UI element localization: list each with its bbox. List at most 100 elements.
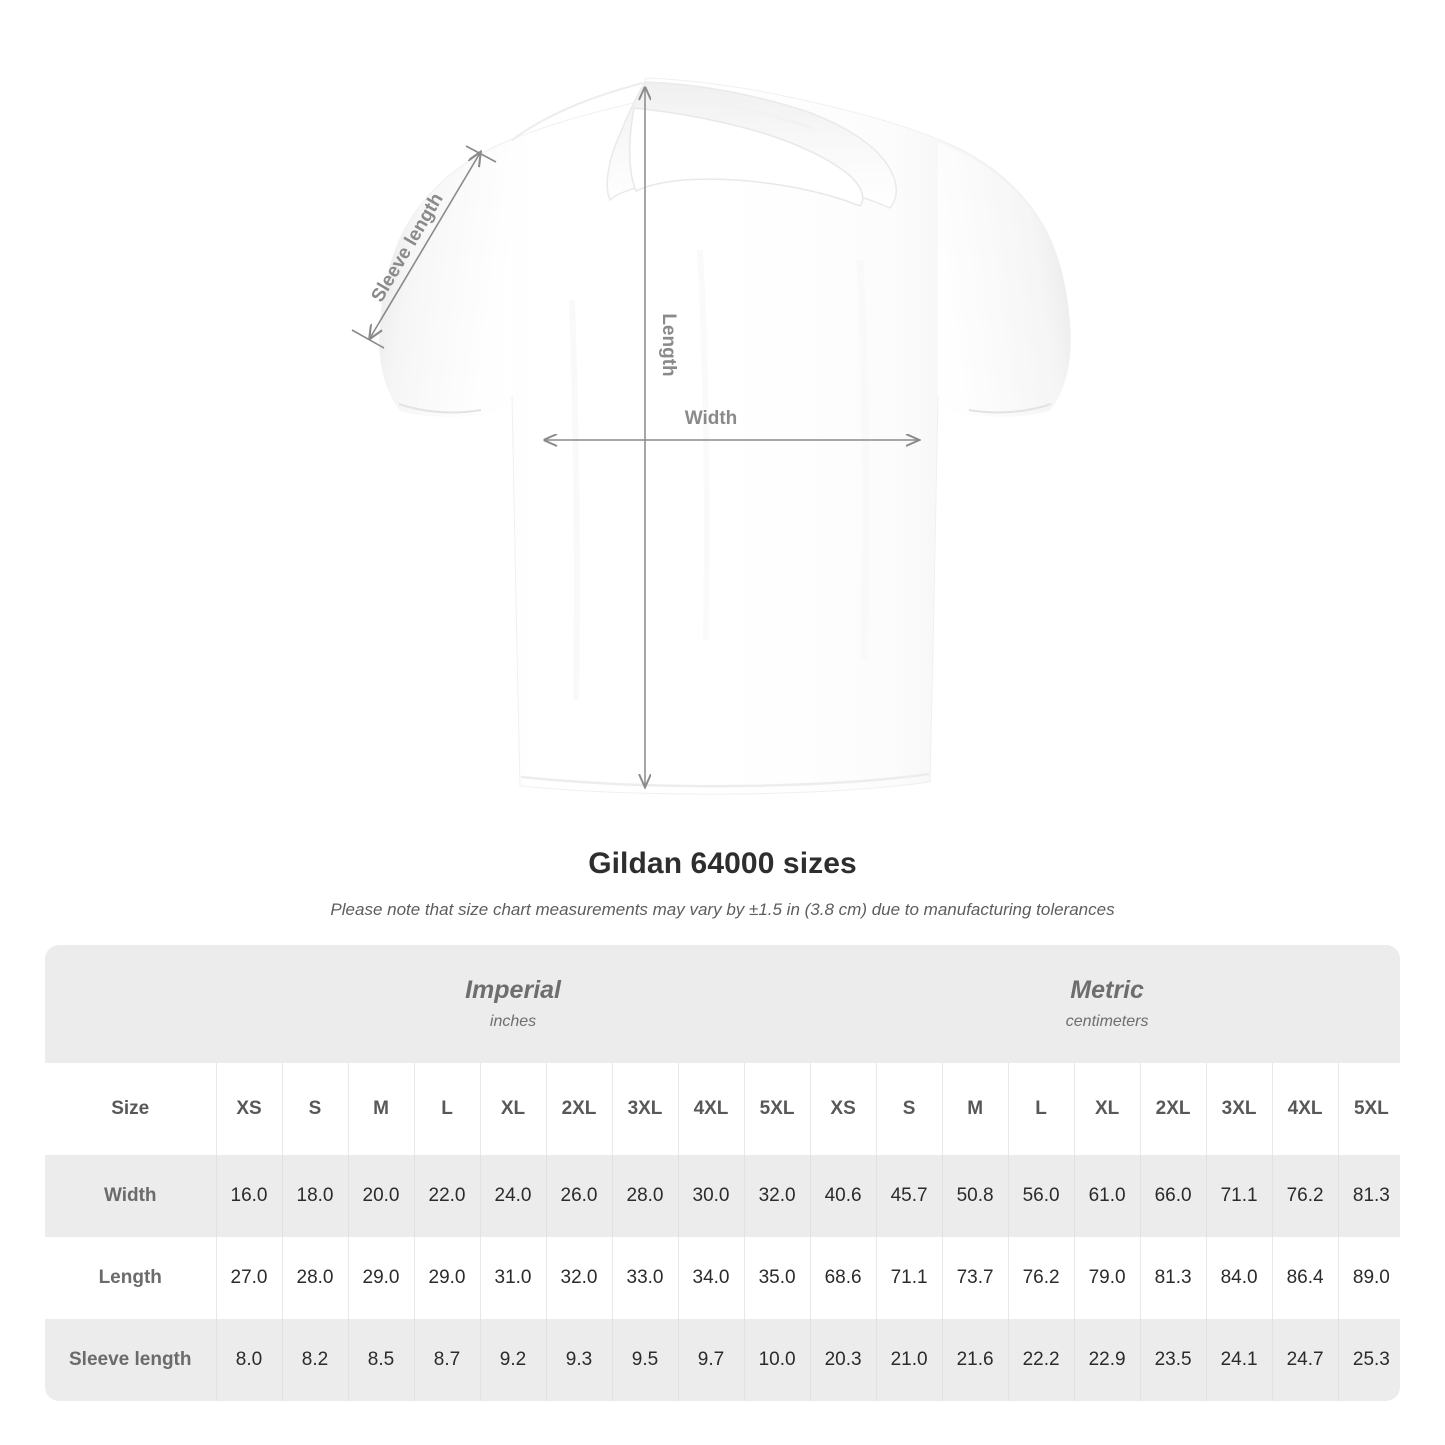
cell-metric-5xl: 25.3 bbox=[1337, 1319, 1400, 1401]
cell-imperial-4xl: 9.7 bbox=[677, 1319, 744, 1401]
cell-metric-xl: 22.9 bbox=[1073, 1319, 1141, 1401]
cell-metric-s: 21.0 bbox=[875, 1319, 943, 1401]
row-label-length: Length bbox=[45, 1237, 216, 1319]
cell-imperial-3xl: 33.0 bbox=[611, 1237, 678, 1319]
cell-metric-2xl: 81.3 bbox=[1139, 1237, 1207, 1319]
cell-metric-3xl: 71.1 bbox=[1205, 1155, 1273, 1237]
unit-cell-metric: Metric centimeters bbox=[810, 945, 1400, 1063]
cell-metric-5xl: 89.0 bbox=[1337, 1237, 1400, 1319]
cell-metric-xl: 61.0 bbox=[1073, 1155, 1141, 1237]
right-sleeve-hem bbox=[968, 403, 1052, 414]
header-size-imperial-3xl: 3XL bbox=[611, 1063, 678, 1155]
left-sleeve-hem bbox=[398, 403, 482, 414]
collar-rib bbox=[647, 92, 813, 130]
cell-metric-m: 73.7 bbox=[941, 1237, 1009, 1319]
cell-imperial-s: 18.0 bbox=[281, 1155, 348, 1237]
cell-imperial-5xl: 10.0 bbox=[743, 1319, 811, 1401]
cell-metric-3xl: 84.0 bbox=[1205, 1237, 1273, 1319]
table-row: Length 27.0 28.0 29.0 29.0 31.0 32.0 33.0 34.0 35… bbox=[45, 1237, 1400, 1319]
cell-imperial-m: 20.0 bbox=[347, 1155, 414, 1237]
size-chart-table: Imperial inches Metric centimeters Size … bbox=[45, 945, 1400, 1401]
cell-metric-m: 50.8 bbox=[941, 1155, 1009, 1237]
cell-metric-xl: 79.0 bbox=[1073, 1237, 1141, 1319]
cell-imperial-5xl: 35.0 bbox=[743, 1237, 811, 1319]
cell-imperial-l: 8.7 bbox=[413, 1319, 480, 1401]
cell-imperial-3xl: 9.5 bbox=[611, 1319, 678, 1401]
header-size-label: Size bbox=[45, 1063, 216, 1155]
unit-banner-spacer bbox=[45, 945, 216, 1063]
table-row: Sleeve length 8.0 8.2 8.5 8.7 9.2 9.3 9.5 9.7 10.… bbox=[45, 1319, 1400, 1401]
cell-metric-4xl: 76.2 bbox=[1271, 1155, 1339, 1237]
cell-imperial-2xl: 26.0 bbox=[545, 1155, 612, 1237]
page-title: Gildan 64000 sizes bbox=[588, 847, 857, 880]
width-label: Width bbox=[685, 408, 738, 429]
unit-name-imperial: Imperial bbox=[465, 976, 561, 1004]
cell-metric-l: 76.2 bbox=[1007, 1237, 1075, 1319]
cell-metric-xs: 68.6 bbox=[809, 1237, 877, 1319]
header-size-imperial-xl: XL bbox=[479, 1063, 546, 1155]
cell-metric-3xl: 24.1 bbox=[1205, 1319, 1273, 1401]
cell-metric-l: 22.2 bbox=[1007, 1319, 1075, 1401]
cell-metric-xs: 40.6 bbox=[809, 1155, 877, 1237]
header-size-metric-xl: XL bbox=[1073, 1063, 1141, 1155]
header-size-imperial-2xl: 2XL bbox=[545, 1063, 612, 1155]
measurements-table: Imperial inches Metric centimeters Size … bbox=[45, 945, 1400, 1401]
unit-banner-row: Imperial inches Metric centimeters bbox=[45, 945, 1400, 1063]
header-size-metric-4xl: 4XL bbox=[1271, 1063, 1339, 1155]
cell-imperial-xs: 27.0 bbox=[215, 1237, 282, 1319]
cell-metric-5xl: 81.3 bbox=[1337, 1155, 1400, 1237]
header-size-imperial-xs: XS bbox=[215, 1063, 282, 1155]
cell-imperial-xs: 8.0 bbox=[215, 1319, 282, 1401]
row-label-width: Width bbox=[45, 1155, 216, 1237]
width-annotation: Width bbox=[545, 408, 918, 440]
cell-imperial-4xl: 34.0 bbox=[677, 1237, 744, 1319]
cell-metric-4xl: 24.7 bbox=[1271, 1319, 1339, 1401]
cell-imperial-m: 8.5 bbox=[347, 1319, 414, 1401]
unit-cell-imperial: Imperial inches bbox=[216, 945, 811, 1063]
table-row: Width 16.0 18.0 20.0 22.0 24.0 26.0 28.0 30.0 32.… bbox=[45, 1155, 1400, 1237]
fold-2 bbox=[856, 259, 870, 661]
left-shoulder-seam bbox=[511, 82, 644, 141]
cell-metric-s: 71.1 bbox=[875, 1237, 943, 1319]
cell-metric-s: 45.7 bbox=[875, 1155, 943, 1237]
header-size-imperial-s: S bbox=[281, 1063, 348, 1155]
header-size-metric-xs: XS bbox=[809, 1063, 877, 1155]
header-size-imperial-m: M bbox=[347, 1063, 414, 1155]
tolerance-note: Please note that size chart measurements… bbox=[330, 900, 1115, 919]
header-size-metric-m: M bbox=[941, 1063, 1009, 1155]
header-size-metric-3xl: 3XL bbox=[1205, 1063, 1273, 1155]
body-hem bbox=[520, 772, 930, 788]
cell-imperial-s: 28.0 bbox=[281, 1237, 348, 1319]
cell-metric-2xl: 66.0 bbox=[1139, 1155, 1207, 1237]
cell-metric-xs: 20.3 bbox=[809, 1319, 877, 1401]
cell-imperial-xl: 31.0 bbox=[479, 1237, 546, 1319]
header-size-metric-l: L bbox=[1007, 1063, 1075, 1155]
right-sleeve bbox=[938, 143, 1071, 418]
unit-sub-imperial: inches bbox=[489, 1013, 537, 1030]
fold-1 bbox=[697, 249, 710, 641]
tshirt-diagram: Sleeve length Length Width bbox=[351, 77, 1071, 795]
header-size-metric-s: S bbox=[875, 1063, 943, 1155]
length-label: Length bbox=[658, 313, 679, 376]
tshirt-shape bbox=[379, 77, 1071, 795]
header-size-metric-2xl: 2XL bbox=[1139, 1063, 1207, 1155]
cell-imperial-4xl: 30.0 bbox=[677, 1155, 744, 1237]
unit-sub-metric: centimeters bbox=[1065, 1013, 1149, 1030]
unit-name-metric: Metric bbox=[1070, 976, 1144, 1004]
size-header-row: Size XS S M L XL 2XL 3XL 4XL 5XL XS S M L XL 2XL 3XL 4XL… bbox=[45, 1063, 1400, 1155]
cell-imperial-xs: 16.0 bbox=[215, 1155, 282, 1237]
header-size-imperial-4xl: 4XL bbox=[677, 1063, 744, 1155]
cell-metric-4xl: 86.4 bbox=[1271, 1237, 1339, 1319]
cell-imperial-5xl: 32.0 bbox=[743, 1155, 811, 1237]
fold-3 bbox=[569, 299, 580, 701]
header-size-metric-5xl: 5XL bbox=[1337, 1063, 1400, 1155]
cell-metric-2xl: 23.5 bbox=[1139, 1319, 1207, 1401]
cell-imperial-2xl: 9.3 bbox=[545, 1319, 612, 1401]
cell-imperial-3xl: 28.0 bbox=[611, 1155, 678, 1237]
header-size-imperial-5xl: 5XL bbox=[743, 1063, 811, 1155]
row-label-sleeve-length: Sleeve length bbox=[45, 1319, 216, 1401]
cell-imperial-2xl: 32.0 bbox=[545, 1237, 612, 1319]
cell-metric-l: 56.0 bbox=[1007, 1155, 1075, 1237]
header-size-imperial-l: L bbox=[413, 1063, 480, 1155]
cell-imperial-l: 29.0 bbox=[413, 1237, 480, 1319]
